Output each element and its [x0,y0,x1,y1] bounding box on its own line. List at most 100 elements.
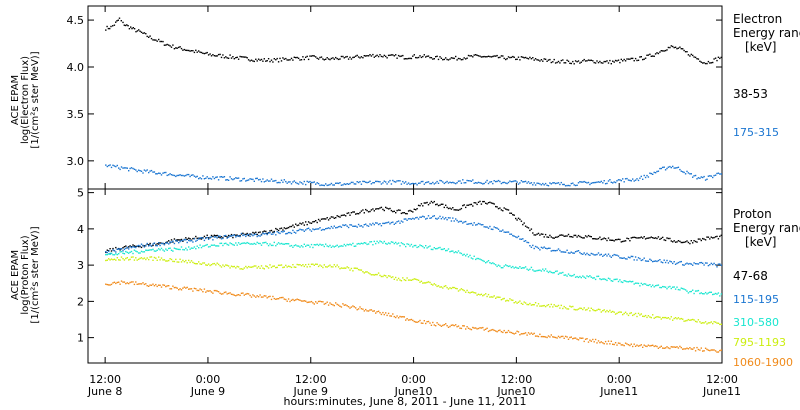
data-point [543,304,545,307]
data-point [116,257,118,259]
data-point [509,56,511,59]
data-point [582,181,584,183]
data-point [306,180,308,183]
data-point [326,217,328,219]
data-point [267,58,270,60]
data-point [305,229,307,231]
data-point [115,251,117,253]
data-point [680,170,682,172]
data-point [299,59,301,61]
x-tick-date: June10 [394,385,433,398]
data-point [403,316,405,318]
data-point [714,321,717,323]
data-point [289,245,291,247]
data-point [603,254,605,256]
data-point [473,255,475,257]
data-point [713,236,715,239]
data-point [650,172,652,175]
data-point [562,183,564,186]
data-point [593,277,595,279]
data-point [524,266,527,268]
data-point [365,271,367,273]
data-point [129,258,131,261]
data-point [540,270,543,272]
data-point [377,310,380,312]
data-point [192,174,194,176]
data-point [415,209,417,211]
data-point [342,303,344,305]
data-point [657,52,660,55]
data-point [456,251,458,254]
data-point [176,287,178,289]
data-point [716,266,718,268]
data-point [116,20,118,22]
data-point [455,209,457,211]
data-point [192,50,194,52]
data-point [145,170,147,172]
data-point [447,248,450,250]
data-point [559,307,561,309]
data-point [549,247,551,249]
data-point [664,261,667,264]
data-point [437,58,440,61]
data-point [387,242,390,244]
data-point [614,239,617,241]
data-point [305,264,307,266]
data-point [392,276,394,278]
data-point [349,224,351,226]
data-point [286,59,288,61]
data-point [452,286,454,289]
data-point [297,299,300,301]
data-point [683,49,685,52]
data-point [583,276,585,278]
data-point [217,236,220,238]
data-point [592,308,594,311]
data-point [487,260,490,262]
data-point [594,181,597,184]
data-point [617,280,620,283]
data-point [276,243,278,245]
data-point [236,265,238,268]
data-point [515,180,517,182]
data-point [512,299,514,301]
data-point [225,235,227,237]
data-point [193,238,196,240]
data-point [482,183,484,185]
data-point [407,279,410,281]
data-point [604,238,607,240]
data-point [205,52,207,54]
data-point [390,54,393,56]
data-point [333,304,335,307]
data-point [646,174,648,177]
data-point [289,265,291,268]
data-point [707,175,710,177]
data-point [280,227,283,229]
data-point [296,56,298,59]
data-point [325,243,327,245]
data-point [273,297,275,300]
data-point [116,281,118,284]
data-point [573,184,575,186]
data-point [219,176,221,178]
data-point [627,238,630,240]
data-point [202,291,204,293]
data-point [329,264,331,266]
data-point [699,349,701,351]
data-point [692,176,694,178]
data-point [215,245,217,247]
data-point [532,269,534,271]
data-point [657,170,660,172]
data-point [485,202,487,204]
data-point [486,295,488,298]
data-point [399,279,401,281]
data-point [489,262,491,264]
data-point [566,184,568,187]
data-point [606,182,608,185]
data-point [395,212,397,214]
data-point [469,203,471,206]
data-point [133,168,136,170]
data-point [393,55,395,57]
data-point [667,347,670,349]
data-point [149,170,151,172]
data-point [382,242,384,244]
